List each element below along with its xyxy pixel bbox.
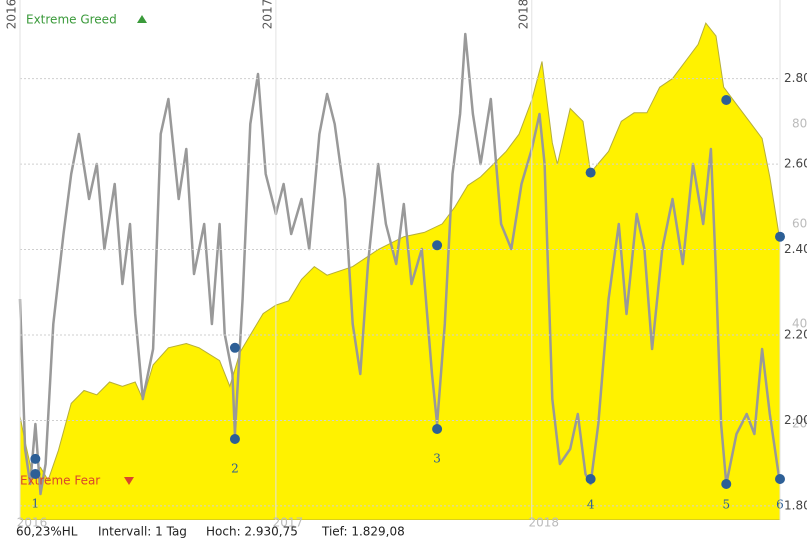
annotation-dot	[30, 453, 41, 464]
footer-text: Tief: 1.829,08	[321, 525, 405, 539]
annotation-dot	[585, 474, 596, 484]
y2-tick-label: 20	[792, 417, 807, 431]
y2-tick-label: 80	[792, 117, 807, 131]
annotation-label: 5	[722, 498, 730, 512]
x-tick-label-top: 2017	[260, 0, 274, 29]
annotation-dot	[229, 342, 240, 353]
footer-text: Hoch: 2.930,75	[206, 525, 298, 539]
annotation-label: 2	[231, 462, 239, 476]
fear-label: Extreme Fear	[20, 474, 100, 488]
annotation-dot	[721, 479, 732, 489]
x-tick-label: 2016	[17, 516, 48, 530]
fear-arrow	[124, 477, 134, 485]
x-tick-label-top: 2016	[5, 0, 19, 29]
annotation-dot	[775, 474, 785, 484]
x-tick-label: 2017	[273, 516, 304, 530]
x-tick-label-top: 2018	[516, 0, 530, 29]
y2-tick-label: 40	[792, 317, 807, 331]
greed-arrow	[137, 15, 147, 23]
annotation-dot	[432, 424, 443, 434]
footer-text: 60,23%HL	[16, 525, 78, 539]
footer-text: Intervall: 1 Tag	[98, 525, 187, 539]
y-tick-label: 2.40	[784, 242, 807, 256]
footer-bar	[0, 520, 807, 543]
index-area	[19, 22, 781, 521]
annotation-label: 4	[587, 498, 595, 512]
y-tick-label: 2.60	[784, 157, 807, 171]
annotation-dot	[30, 469, 41, 479]
annotation-dot	[432, 240, 443, 251]
annotation-dot	[721, 94, 732, 105]
greed-label: Extreme Greed	[26, 13, 117, 27]
y-tick-label: 2.80	[784, 71, 807, 85]
annotation-dot	[229, 434, 240, 444]
fear-greed-line	[18, 32, 782, 496]
y-tick-label: 1.80	[784, 498, 807, 512]
annotation-label: 3	[433, 452, 441, 466]
annotation-dot	[775, 231, 785, 242]
y2-tick-label: 60	[792, 217, 807, 231]
y-tick-label: 2.00	[784, 413, 807, 427]
annotation-label: 6	[776, 498, 784, 512]
annotation-dot	[585, 167, 596, 178]
x-tick-label: 2018	[529, 516, 560, 530]
y-tick-label: 2.20	[784, 327, 807, 341]
annotation-label: 1	[32, 497, 40, 511]
